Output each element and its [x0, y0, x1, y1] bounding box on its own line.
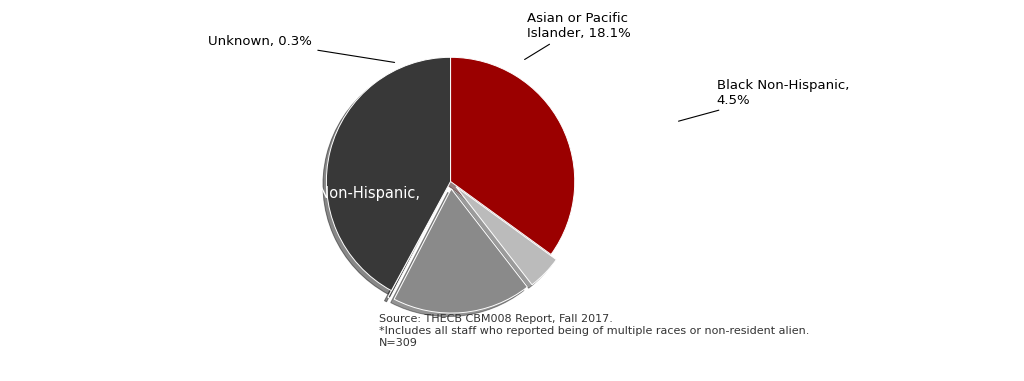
Text: Source: THECB CBM008 Report, Fall 2017.
*Includes all staff who reported being o: Source: THECB CBM008 Report, Fall 2017. … [379, 314, 809, 347]
Wedge shape [451, 57, 574, 255]
Text: White Non-Hispanic,
42.1%: White Non-Hispanic, 42.1% [271, 186, 421, 218]
Wedge shape [327, 57, 451, 291]
Wedge shape [388, 188, 447, 298]
Text: Black Non-Hispanic,
4.5%: Black Non-Hispanic, 4.5% [679, 79, 849, 121]
Text: Hispanic, 35.0%: Hispanic, 35.0% [599, 206, 717, 221]
Wedge shape [456, 187, 556, 285]
Wedge shape [394, 189, 527, 313]
Text: Unknown, 0.3%: Unknown, 0.3% [209, 35, 394, 62]
Text: Asian or Pacific
Islander, 18.1%: Asian or Pacific Islander, 18.1% [524, 12, 631, 59]
